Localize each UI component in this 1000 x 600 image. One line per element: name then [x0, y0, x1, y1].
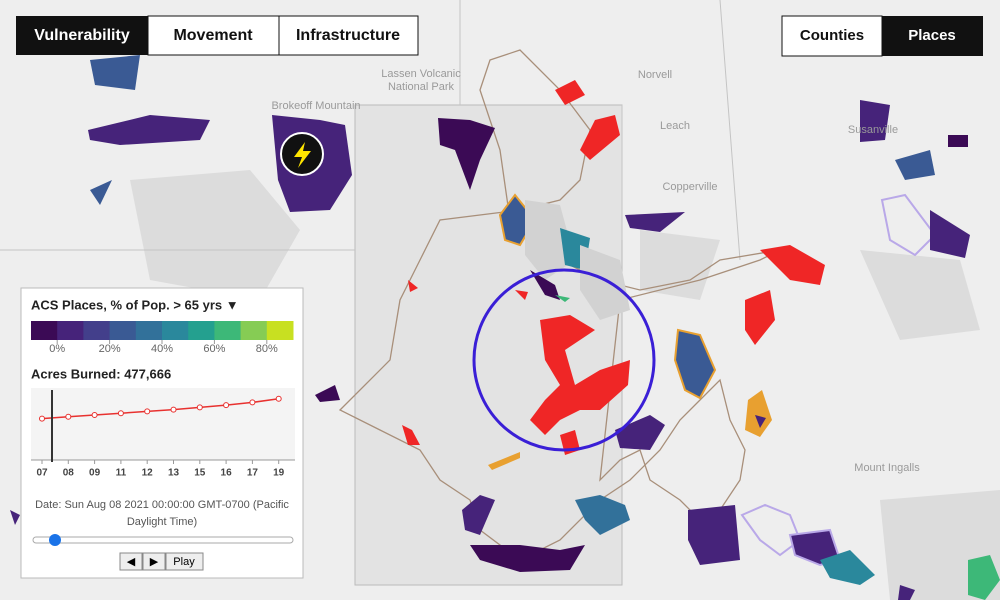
point: [196, 404, 203, 411]
color-swatch: [266, 321, 294, 340]
point: [249, 399, 256, 406]
x-tick-label: 16: [221, 468, 233, 479]
x-tick-label: 13: [168, 468, 180, 479]
button-label: ◀: [127, 556, 136, 568]
tab[interactable]: [16, 16, 148, 55]
point: [144, 408, 151, 415]
fire-perimeter: [338, 49, 781, 561]
tab-label: Movement: [173, 27, 253, 44]
color-swatch: [188, 321, 215, 340]
point: [170, 406, 177, 413]
tab[interactable]: [882, 16, 983, 56]
map-label: National Park: [388, 81, 455, 93]
colorbar-tick-label: 0%: [49, 343, 65, 355]
color-swatch: [214, 321, 242, 340]
point: [275, 395, 282, 402]
color-swatch: [162, 321, 189, 340]
button-label: Play: [173, 556, 195, 568]
chart: 07 08 09 11 12 13 15 16 17 19: [31, 395, 295, 479]
x-tick-label: 11: [116, 468, 127, 479]
play-button[interactable]: [165, 552, 204, 571]
map-label: Norvell: [638, 69, 672, 81]
date-text: Date: Sun Aug 08 2021 00:00:00 GMT-0700 …: [35, 499, 289, 528]
x-tick-label: 19: [273, 468, 285, 479]
next-button[interactable]: [142, 552, 166, 571]
chart-area: [31, 388, 295, 460]
point: [65, 413, 72, 420]
color-swatch: [57, 321, 84, 340]
focus-circle: [472, 268, 656, 452]
tab-label: Vulnerability: [34, 27, 130, 44]
map-label: Susanville: [848, 124, 898, 136]
map-label: Leach: [660, 120, 690, 132]
color-swatch: [109, 321, 137, 340]
colorbar-tick-label: 40%: [151, 343, 173, 355]
tab[interactable]: [781, 15, 883, 57]
x-tick-label: 15: [194, 468, 206, 479]
chart-title: Acres Burned: 477,666: [31, 366, 171, 381]
point: [39, 415, 45, 422]
color-swatch: [83, 321, 111, 340]
map-label: Lassen Volcanic: [381, 68, 461, 80]
point: [223, 402, 230, 409]
bolt: [294, 142, 311, 168]
x-tick-label: 09: [89, 468, 101, 479]
legend-title[interactable]: ACS Places, % of Pop. > 65 yrs ▼: [31, 297, 239, 312]
color-swatch: [135, 321, 163, 340]
tab-label: Places: [908, 27, 956, 44]
x-tick-label: 07: [36, 468, 48, 479]
button-label: ▶: [150, 556, 159, 568]
tab[interactable]: [278, 15, 419, 56]
slider-track[interactable]: [32, 536, 294, 544]
colorbar-tick-label: 80%: [256, 343, 278, 355]
x-tick-label: 08: [63, 468, 75, 479]
map-label: Copperville: [662, 181, 717, 193]
x-tick-label: 17: [247, 468, 259, 479]
colorbar-tick-label: 20%: [99, 343, 121, 355]
point: [91, 412, 98, 418]
tab-label: Infrastructure: [296, 27, 400, 44]
map-label: Mount Ingalls: [854, 462, 920, 474]
color-swatch: [240, 321, 268, 340]
point: [117, 410, 124, 417]
colorbar: 0% 20% 40% 60% 80%: [31, 321, 294, 355]
line: [41, 398, 279, 420]
prev-button[interactable]: [119, 552, 143, 571]
slider-thumb[interactable]: [49, 534, 61, 546]
colorbar-tick-label: 60%: [203, 343, 225, 355]
map-label: Brokeoff Mountain: [271, 100, 360, 112]
tab-label: Counties: [800, 27, 864, 44]
tab[interactable]: [147, 15, 280, 56]
color-swatch: [31, 321, 58, 340]
layer-tabs: Vulnerability Movement Infrastructure: [16, 15, 419, 56]
x-tick-label: 12: [142, 468, 154, 479]
geography-tabs: Counties Places: [781, 15, 983, 57]
boundaries: [0, 0, 741, 261]
